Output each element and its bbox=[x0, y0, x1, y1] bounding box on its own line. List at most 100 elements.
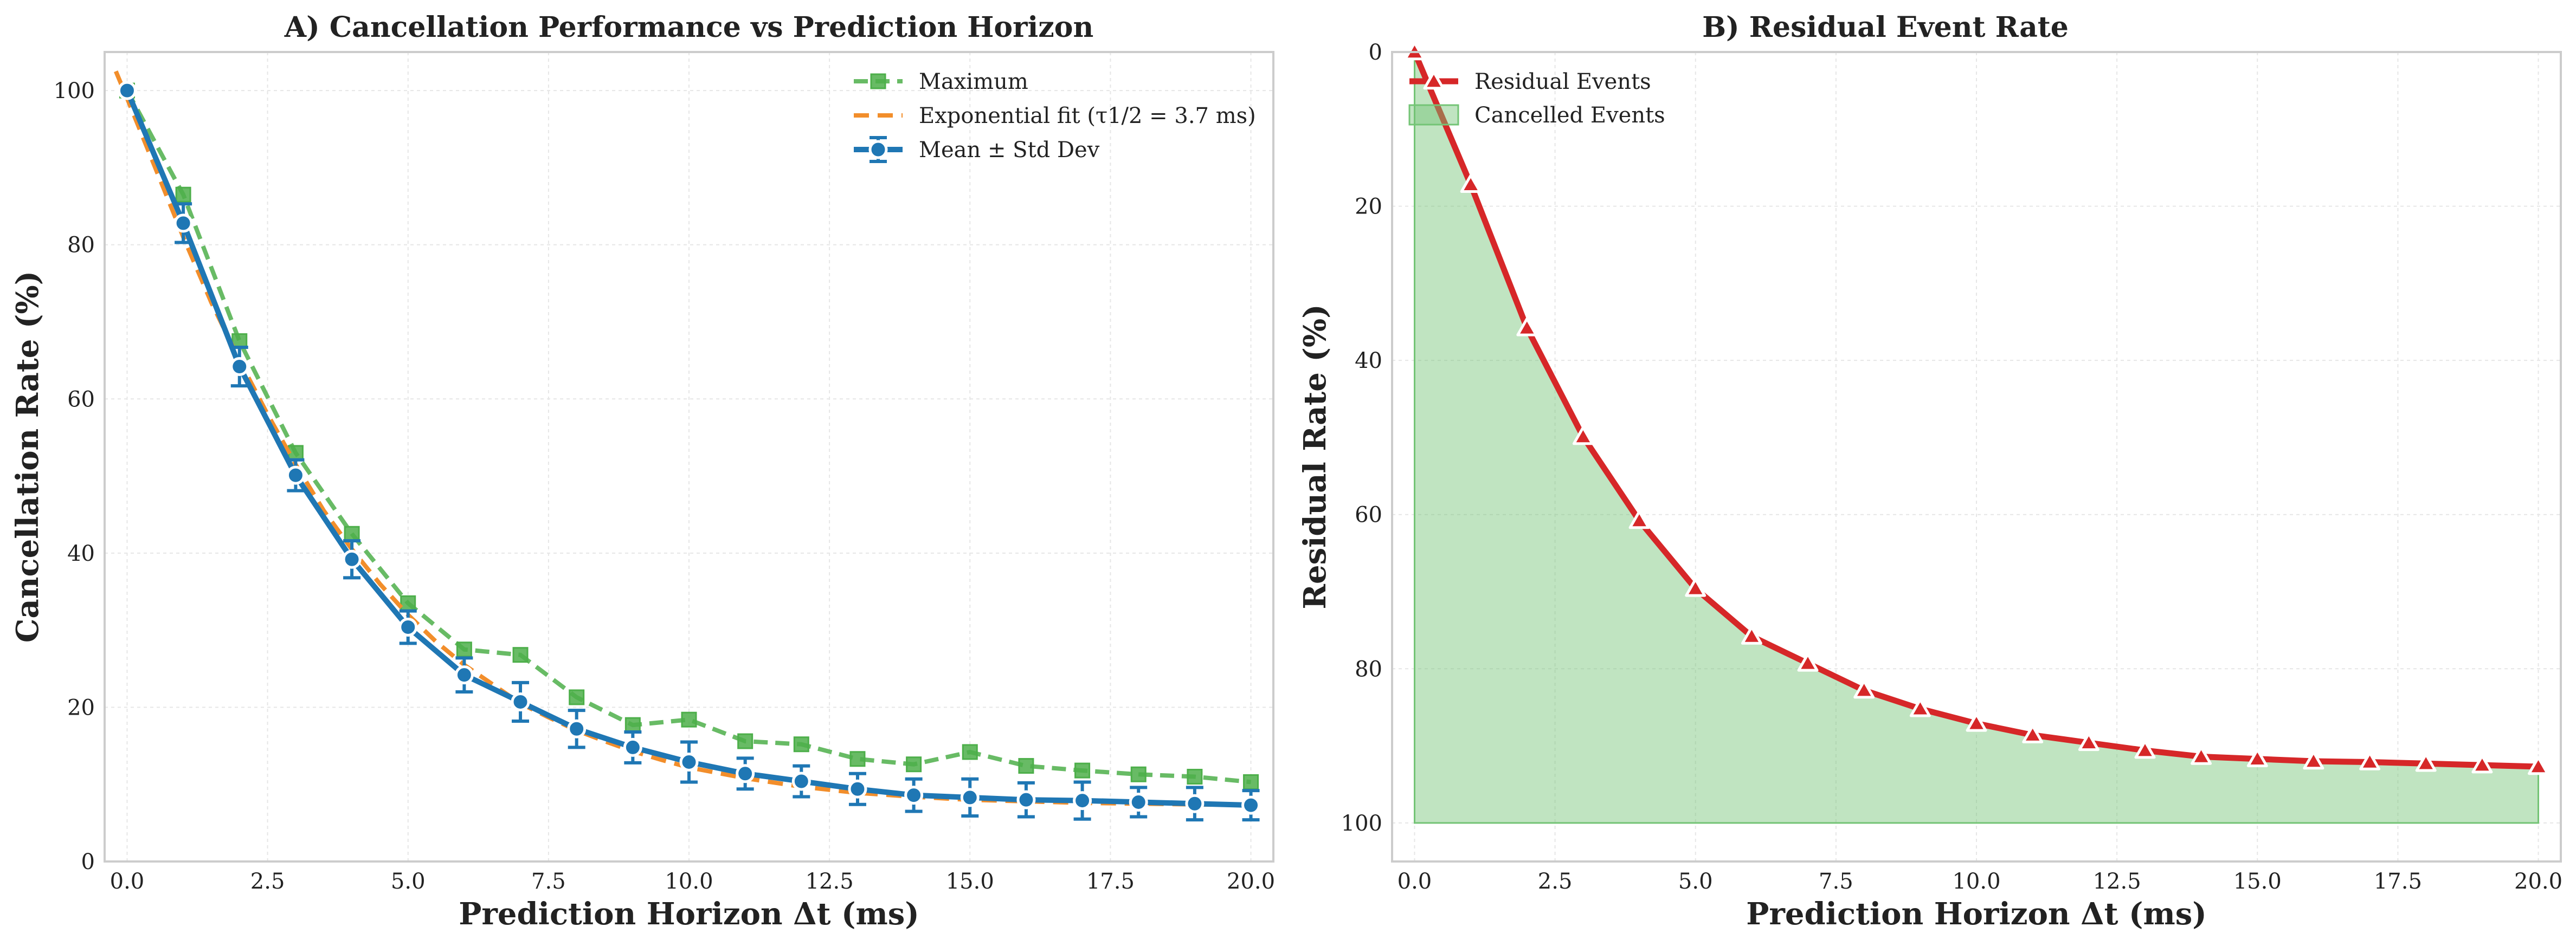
panel-b-series-layer bbox=[1404, 41, 2549, 775]
panel-a-legend: Maximum Exponential fit (τ1/2 = 3.7 ms) Me… bbox=[854, 69, 1256, 163]
mean-point bbox=[791, 772, 811, 791]
residual-point bbox=[1909, 698, 1931, 717]
y-tick-label: 20 bbox=[67, 695, 95, 720]
legend-cancelled-label: Cancelled Events bbox=[1474, 103, 1665, 128]
x-tick-label: 15.0 bbox=[2233, 869, 2282, 894]
legend-mean-label: Mean ± Std Dev bbox=[919, 138, 1100, 163]
x-tick-label: 17.5 bbox=[1086, 869, 1135, 894]
panel-b-title: B) Residual Event Rate bbox=[1702, 11, 2069, 44]
residual-point bbox=[2191, 746, 2212, 765]
x-tick-label: 15.0 bbox=[946, 869, 994, 894]
maximum-series-line bbox=[125, 89, 1251, 785]
residual-point bbox=[2246, 748, 2268, 767]
maximum-point bbox=[906, 756, 922, 773]
mean-point bbox=[117, 81, 137, 100]
x-tick-label: 2.5 bbox=[250, 869, 285, 894]
panel-b-y-axis-label: Residual Rate (%) bbox=[1297, 304, 1333, 609]
panel-b-y-ticks: 0 20 40 60 80 100 bbox=[1341, 40, 1382, 836]
mean-point bbox=[567, 719, 587, 738]
mean-point bbox=[1016, 790, 1036, 809]
x-tick-label: 7.5 bbox=[1819, 869, 1853, 894]
maximum-point bbox=[1187, 768, 1203, 785]
x-tick-label: 5.0 bbox=[1678, 869, 1713, 894]
maximum-point bbox=[1243, 774, 1259, 790]
residual-point bbox=[1572, 426, 1594, 445]
maximum-point bbox=[175, 186, 191, 203]
panel-a-plot-frame bbox=[104, 51, 1274, 863]
mean-point bbox=[511, 692, 530, 711]
y-tick-label: 60 bbox=[67, 387, 95, 412]
mean-point bbox=[286, 465, 305, 485]
maximum-point bbox=[1074, 762, 1091, 779]
maximum-point bbox=[962, 744, 978, 760]
residual-point bbox=[1685, 578, 1706, 597]
residual-point bbox=[2471, 754, 2493, 774]
maximum-point bbox=[456, 642, 472, 658]
y-tick-label: 40 bbox=[67, 541, 95, 566]
maximum-point bbox=[737, 733, 754, 749]
x-tick-label: 17.5 bbox=[2374, 869, 2422, 894]
maximum-point bbox=[624, 717, 641, 733]
panel-b-residual-event-rate: B) Residual Event Rate 0.0 2.5 5.0 7.5 10.0 1… bbox=[1297, 11, 2562, 932]
legend-residual-marker bbox=[1423, 70, 1445, 90]
maximum-point bbox=[569, 689, 585, 705]
mean-point bbox=[679, 752, 699, 772]
x-tick-label: 7.5 bbox=[531, 869, 566, 894]
panel-b-x-axis-label: Prediction Horizon Δt (ms) bbox=[1746, 896, 2206, 932]
x-tick-label: 20.0 bbox=[1227, 869, 1275, 894]
y-tick-label: 0 bbox=[81, 850, 95, 874]
maximum-point bbox=[344, 526, 360, 542]
y-tick-label: 100 bbox=[54, 79, 95, 103]
y-tick-label: 100 bbox=[1341, 811, 1382, 836]
mean-point bbox=[1073, 791, 1092, 811]
residual-point bbox=[2528, 756, 2549, 775]
mean-point bbox=[230, 357, 249, 377]
legend-mean-marker bbox=[868, 140, 888, 159]
residual-point bbox=[1628, 510, 1650, 529]
residual-point bbox=[2078, 732, 2100, 751]
x-tick-label: 5.0 bbox=[391, 869, 426, 894]
panel-a-y-ticks: 0 20 40 60 80 100 bbox=[54, 79, 95, 874]
residual-point bbox=[1966, 712, 1987, 732]
mean-point bbox=[454, 665, 474, 685]
exponential-fit-line bbox=[114, 70, 1251, 808]
residual-point bbox=[2415, 753, 2437, 772]
maximum-point bbox=[793, 736, 809, 753]
residual-point bbox=[2022, 724, 2044, 743]
residual-point bbox=[1516, 317, 1538, 336]
legend-cancelled-swatch bbox=[1408, 104, 1459, 126]
panel-a-cancellation-performance: A) Cancellation Performance vs Predictio… bbox=[10, 11, 1275, 932]
y-tick-label: 80 bbox=[67, 233, 95, 258]
panel-b-plot-frame bbox=[1391, 51, 2562, 863]
x-tick-label: 12.5 bbox=[806, 869, 854, 894]
mean-point bbox=[1129, 792, 1148, 812]
maximum-point bbox=[849, 751, 866, 767]
legend-fit-label: Exponential fit (τ1/2 = 3.7 ms) bbox=[919, 103, 1256, 128]
residual-point bbox=[2134, 740, 2156, 759]
x-tick-label: 0.0 bbox=[1398, 869, 1432, 894]
x-tick-label: 0.0 bbox=[110, 869, 145, 894]
y-tick-label: 40 bbox=[1355, 348, 1382, 373]
residual-point bbox=[1404, 41, 1425, 61]
panel-b-legend: Residual Events Cancelled Events bbox=[1408, 69, 1665, 128]
panel-b-x-ticks: 0.0 2.5 5.0 7.5 10.0 12.5 15.0 17.5 20.0 bbox=[1398, 869, 2562, 894]
mean-point bbox=[342, 549, 362, 569]
y-tick-label: 20 bbox=[1355, 195, 1382, 219]
residual-point bbox=[1741, 626, 1762, 645]
residual-point bbox=[2303, 750, 2324, 770]
panel-a-series-layer bbox=[114, 70, 1261, 822]
mean-point bbox=[398, 617, 418, 637]
legend-maximum-marker bbox=[870, 73, 886, 89]
legend-maximum-label: Maximum bbox=[919, 69, 1028, 94]
residual-point bbox=[1853, 679, 1875, 699]
mean-point bbox=[1185, 794, 1205, 813]
x-tick-label: 10.0 bbox=[665, 869, 713, 894]
mean-point bbox=[848, 779, 867, 799]
panel-a-x-axis-label: Prediction Horizon Δt (ms) bbox=[459, 896, 919, 932]
y-tick-label: 80 bbox=[1355, 657, 1382, 682]
residual-point bbox=[2359, 751, 2381, 770]
mean-point bbox=[1241, 795, 1261, 815]
mean-point bbox=[736, 764, 755, 783]
panel-a-x-ticks: 0.0 2.5 5.0 7.5 10.0 12.5 15.0 17.5 20.0 bbox=[110, 869, 1275, 894]
